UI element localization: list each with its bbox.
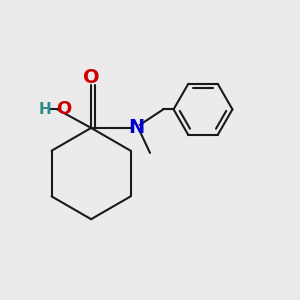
Text: O: O — [56, 100, 71, 118]
Text: N: N — [129, 118, 145, 137]
Text: H: H — [39, 102, 52, 117]
Text: O: O — [83, 68, 99, 87]
